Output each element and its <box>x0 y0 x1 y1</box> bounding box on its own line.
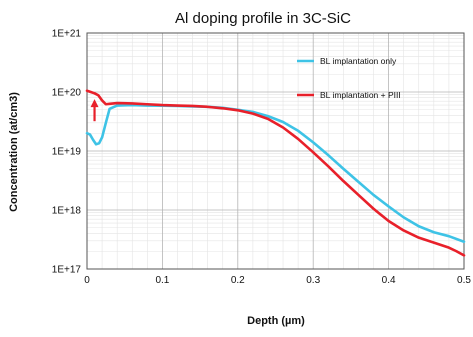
x-tick-label: 0 <box>84 275 90 286</box>
y-tick-label: 1E+19 <box>52 147 82 158</box>
y-axis-label: Concentration (at/cm3) <box>8 92 20 212</box>
annotations <box>90 99 99 122</box>
legend-label: BL implantation + PIII <box>320 90 401 100</box>
chart-title: Al doping profile in 3C-SiC <box>175 10 351 27</box>
tick-labels: 0 0.1 0.2 0.3 0.4 0.5 1E+17 1E+18 1E+19 1E+20 1E+2… <box>52 29 472 287</box>
x-tick-label: 0.2 <box>231 275 245 286</box>
y-tick-label: 1E+21 <box>52 29 82 40</box>
series-lines <box>85 89 466 257</box>
x-tick-label: 0.5 <box>457 275 471 286</box>
axes <box>86 32 465 270</box>
annotation-arrow-head <box>90 99 99 108</box>
x-tick-label: 0.1 <box>155 275 169 286</box>
grid <box>86 32 465 270</box>
y-tick-label: 1E+20 <box>52 88 82 99</box>
legend: BL implantation only BL implantation + PI… <box>297 56 401 100</box>
plot-frame <box>86 32 465 270</box>
y-tick-label: 1E+17 <box>52 265 82 276</box>
series-line <box>85 103 466 244</box>
x-tick-label: 0.3 <box>306 275 320 286</box>
y-tick-label: 1E+18 <box>52 206 82 217</box>
x-tick-label: 0.4 <box>382 275 396 286</box>
series-line <box>85 89 466 257</box>
legend-label: BL implantation only <box>320 56 397 66</box>
x-axis-label: Depth (µm) <box>247 315 305 327</box>
